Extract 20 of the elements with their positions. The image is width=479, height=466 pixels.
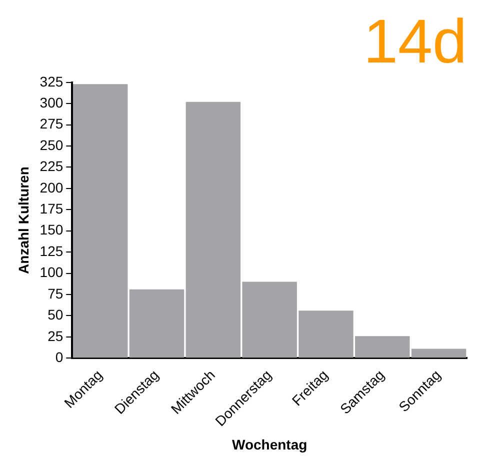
y-tick-label: 200 <box>40 179 64 196</box>
bar <box>73 84 128 358</box>
x-axis-title: Wochentag <box>232 436 308 452</box>
y-tick-label: 250 <box>40 136 64 153</box>
y-tick-label: 25 <box>48 328 64 344</box>
y-axis-title: Anzahl Kulturen <box>15 166 32 274</box>
y-tick-label: 75 <box>48 285 64 302</box>
bar <box>411 348 466 358</box>
y-tick-label: 100 <box>40 264 64 280</box>
y-tick-label: 325 <box>40 73 64 90</box>
y-tick-label: 150 <box>40 222 64 238</box>
chart-title: 14d <box>364 7 467 76</box>
y-tick-label: 175 <box>40 200 64 217</box>
y-tick-label: 0 <box>55 349 64 365</box>
bar <box>129 289 184 358</box>
y-tick-label: 50 <box>48 306 64 323</box>
y-tick-label: 275 <box>40 116 64 132</box>
y-tick-label: 125 <box>40 242 64 259</box>
y-tick-label: 225 <box>40 158 64 174</box>
y-tick-label: 300 <box>40 94 64 110</box>
